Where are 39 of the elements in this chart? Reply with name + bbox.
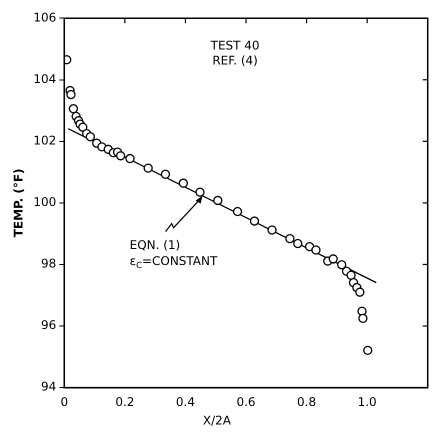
y-tick-label: 102 (33, 133, 56, 148)
x-tick-label: 0.4 (176, 394, 195, 409)
point (285, 234, 295, 244)
x-tick-label: 0.2 (115, 394, 134, 409)
point (355, 288, 365, 297)
point (78, 122, 88, 132)
point (178, 178, 188, 188)
point (363, 346, 372, 355)
y-tick-label: 94 (41, 380, 56, 394)
y-tick-label: 96 (41, 318, 56, 332)
x-tick-label: 0 (60, 394, 68, 409)
point (267, 225, 277, 235)
y-tick-label: 98 (41, 256, 56, 271)
point (346, 270, 356, 280)
y-tick-label: 104 (33, 72, 56, 86)
point (160, 170, 170, 179)
x-tick-label: 1.0 (358, 394, 377, 409)
point (125, 154, 135, 164)
point (337, 260, 346, 270)
point (144, 163, 153, 173)
point (293, 238, 302, 248)
point (232, 206, 242, 216)
point (250, 216, 260, 226)
point (66, 90, 76, 100)
point (311, 245, 321, 255)
point (116, 151, 126, 160)
point (328, 254, 338, 264)
x-axis-title: X/2A (202, 414, 232, 428)
point (86, 132, 95, 142)
annotation: TEST 40 REF. (4) (210, 38, 260, 68)
x-tick-label: 0.6 (236, 394, 256, 409)
point (358, 314, 368, 323)
point (68, 104, 78, 114)
y-tick-label: 106 (33, 10, 56, 24)
y-axis-title: TEMP. (°F) (11, 168, 26, 238)
point (213, 196, 222, 206)
x-tick-label: 0.8 (297, 394, 316, 409)
y-tick-label: 100 (33, 195, 56, 210)
point (195, 187, 205, 197)
